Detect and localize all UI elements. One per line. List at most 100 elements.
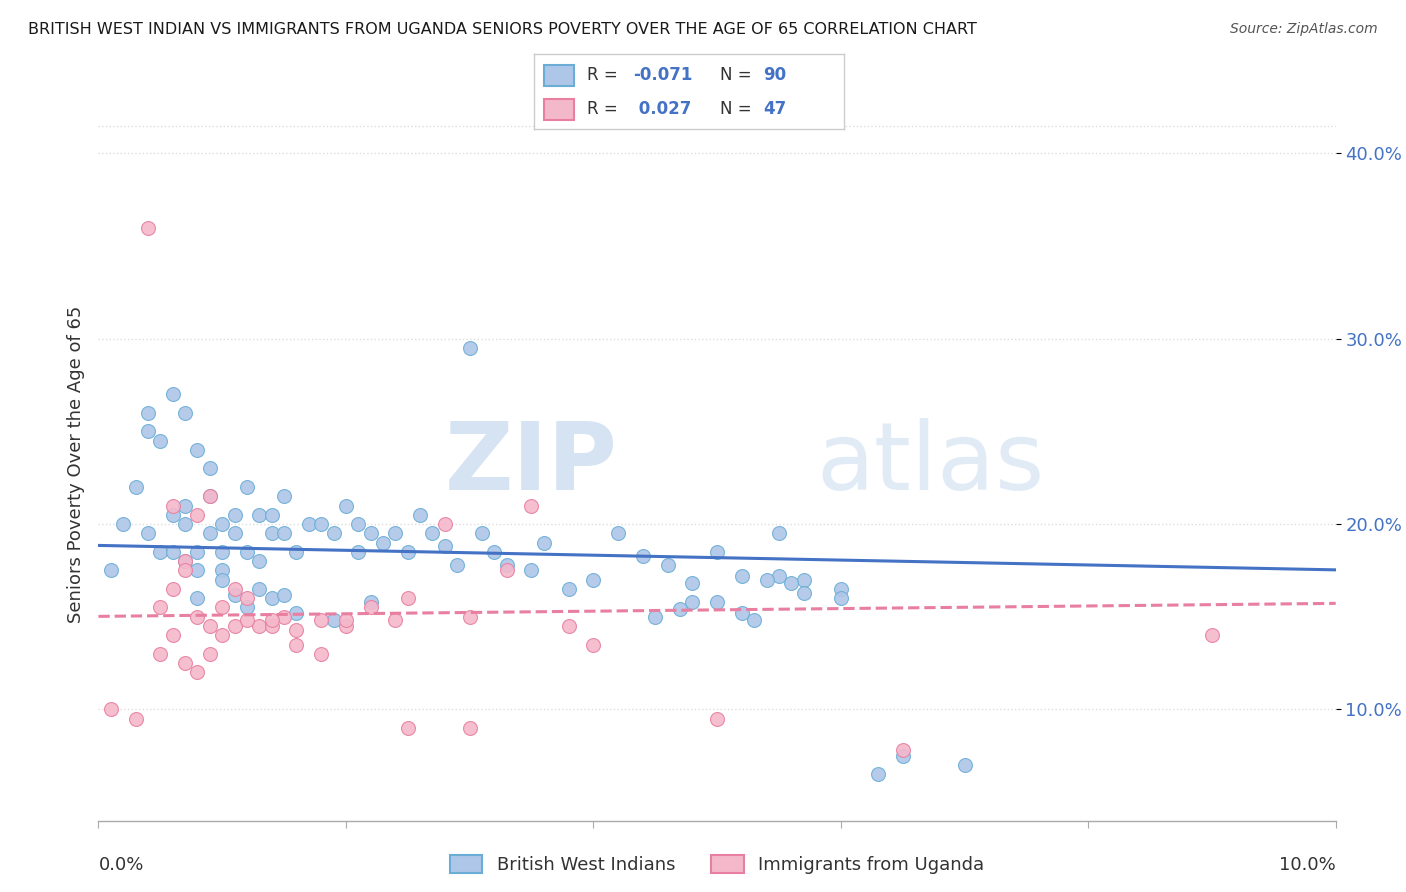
Point: [174, 563, 197, 577]
Text: 0.0%: 0.0%: [98, 856, 143, 874]
Point: [335, 614, 357, 628]
Point: [582, 638, 605, 652]
Point: [136, 526, 159, 541]
Point: [224, 587, 246, 601]
Point: [100, 563, 122, 577]
Point: [247, 582, 270, 596]
Point: [174, 554, 197, 568]
Point: [495, 563, 517, 577]
Point: [211, 563, 233, 577]
Point: [162, 499, 184, 513]
Point: [631, 549, 654, 563]
Point: [953, 758, 976, 772]
Point: [830, 582, 852, 596]
Point: [309, 614, 332, 628]
Point: [211, 517, 233, 532]
Point: [260, 619, 283, 633]
Point: [236, 545, 259, 559]
Point: [360, 595, 382, 609]
Point: [409, 508, 432, 522]
Point: [484, 545, 506, 559]
Point: [174, 517, 197, 532]
Point: [186, 508, 208, 522]
Bar: [544, 65, 575, 87]
Point: [780, 576, 803, 591]
Point: [681, 576, 703, 591]
Point: [211, 600, 233, 615]
Text: Source: ZipAtlas.com: Source: ZipAtlas.com: [1230, 22, 1378, 37]
Point: [174, 656, 197, 670]
Point: [247, 508, 270, 522]
Point: [285, 638, 308, 652]
Point: [755, 573, 778, 587]
Point: [136, 220, 159, 235]
Point: [260, 526, 283, 541]
Point: [557, 582, 579, 596]
Point: [335, 619, 357, 633]
Point: [273, 489, 295, 503]
Point: [236, 600, 259, 615]
Text: N =: N =: [720, 66, 756, 84]
Point: [273, 609, 295, 624]
Point: [706, 712, 728, 726]
Point: [742, 614, 765, 628]
Point: [260, 614, 283, 628]
Point: [162, 387, 184, 401]
Text: 10.0%: 10.0%: [1279, 856, 1336, 874]
Point: [186, 545, 208, 559]
Point: [162, 582, 184, 596]
Point: [174, 406, 197, 420]
Point: [891, 743, 914, 757]
Point: [793, 585, 815, 599]
Point: [557, 619, 579, 633]
Point: [520, 499, 543, 513]
Point: [186, 563, 208, 577]
Point: [433, 517, 456, 532]
Point: [236, 480, 259, 494]
Point: [198, 489, 221, 503]
Point: [285, 623, 308, 637]
Point: [768, 526, 790, 541]
Point: [309, 647, 332, 661]
Point: [582, 573, 605, 587]
Point: [681, 595, 703, 609]
Text: 90: 90: [763, 66, 786, 84]
Point: [162, 628, 184, 642]
Point: [298, 517, 321, 532]
Point: [247, 554, 270, 568]
Point: [891, 748, 914, 763]
Point: [186, 609, 208, 624]
Point: [198, 526, 221, 541]
Text: -0.071: -0.071: [633, 66, 693, 84]
Point: [186, 665, 208, 680]
Point: [124, 480, 146, 494]
Point: [136, 406, 159, 420]
Point: [198, 489, 221, 503]
Point: [1201, 628, 1223, 642]
Point: [273, 526, 295, 541]
Point: [285, 545, 308, 559]
Point: [198, 647, 221, 661]
Point: [433, 539, 456, 553]
Point: [495, 558, 517, 572]
Point: [607, 526, 630, 541]
Text: atlas: atlas: [815, 417, 1045, 510]
Point: [533, 535, 555, 549]
Point: [669, 602, 692, 616]
Point: [260, 591, 283, 606]
Point: [149, 647, 172, 661]
Y-axis label: Seniors Poverty Over the Age of 65: Seniors Poverty Over the Age of 65: [66, 305, 84, 623]
Text: 47: 47: [763, 100, 786, 118]
Point: [211, 545, 233, 559]
Point: [236, 614, 259, 628]
Point: [396, 591, 419, 606]
Point: [149, 600, 172, 615]
Bar: [544, 99, 575, 120]
Point: [347, 517, 370, 532]
Point: [260, 508, 283, 522]
Point: [866, 767, 889, 781]
Point: [162, 508, 184, 522]
Point: [830, 591, 852, 606]
Text: 0.027: 0.027: [633, 100, 692, 118]
Text: R =: R =: [586, 100, 623, 118]
